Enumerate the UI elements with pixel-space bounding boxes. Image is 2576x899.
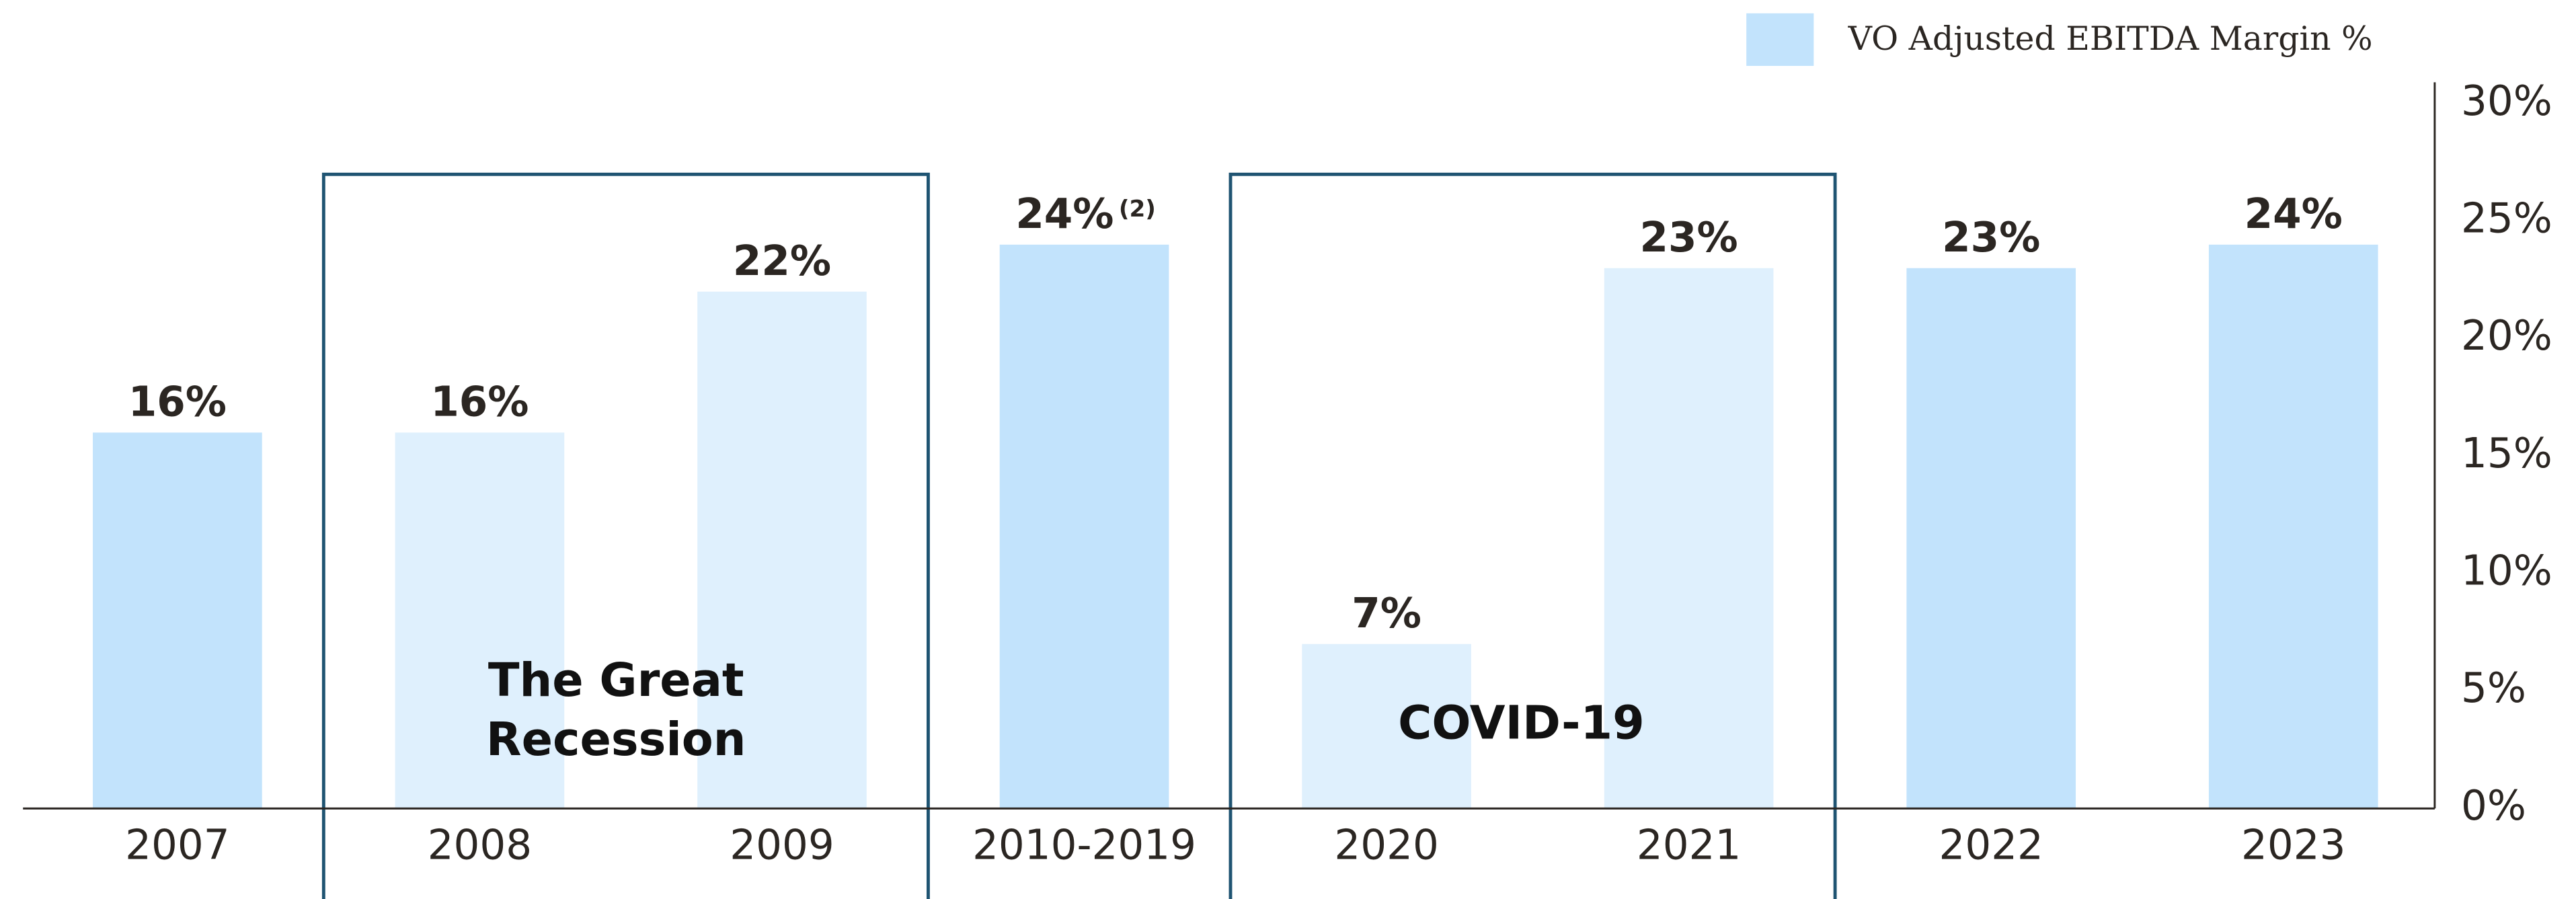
group-box <box>321 172 930 899</box>
legend-swatch <box>1746 13 1814 67</box>
y-tick-label: 30% <box>2461 77 2552 125</box>
x-tick-label: 2007 <box>125 822 229 869</box>
annotation: Recession <box>486 713 746 767</box>
bar <box>697 291 867 809</box>
x-tick-label: 2020 <box>1334 822 1438 869</box>
x-tick-label: 2010-2019 <box>972 822 1196 869</box>
value-label: 24% <box>2245 190 2343 238</box>
value-label-note: (2) <box>1119 196 1156 223</box>
y-tick-label: 20% <box>2461 312 2552 360</box>
bar <box>1604 268 1774 809</box>
bar <box>2208 244 2378 809</box>
bar <box>1906 268 2076 809</box>
value-label: 16% <box>128 378 227 426</box>
x-tick-label: 2023 <box>2241 822 2345 869</box>
legend-label: VO Adjusted EBITDA Margin % <box>1848 19 2373 58</box>
annotation: The Great <box>488 654 744 707</box>
bar <box>395 432 565 809</box>
x-tick-label: 2022 <box>1939 822 2043 869</box>
x-tick-label: 2009 <box>730 822 834 869</box>
bar <box>999 244 1169 809</box>
x-tick-label: 2008 <box>428 822 532 869</box>
value-label: 23% <box>1640 214 1738 262</box>
value-label: 22% <box>733 237 831 285</box>
y-tick-label: 5% <box>2461 664 2526 712</box>
x-tick-label: 2021 <box>1637 822 1741 869</box>
value-label: 24% <box>1015 190 1114 238</box>
value-label: 7% <box>1352 590 1421 637</box>
annotation: COVID-19 <box>1398 697 1645 750</box>
bar <box>1302 643 1471 809</box>
y-tick-label: 0% <box>2461 782 2526 830</box>
value-label: 23% <box>1942 214 2040 262</box>
group-box <box>1228 172 1837 899</box>
y-tick-label: 10% <box>2461 547 2552 595</box>
y-tick-label: 25% <box>2461 194 2552 242</box>
bar <box>93 432 262 809</box>
value-label: 16% <box>430 378 529 426</box>
y-tick-label: 15% <box>2461 430 2552 477</box>
